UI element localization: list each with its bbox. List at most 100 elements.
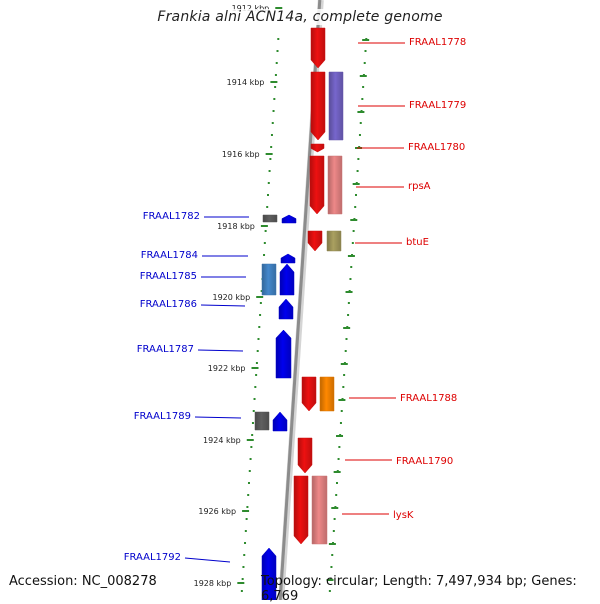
scale-tick-label: 1914 kbp xyxy=(227,78,265,87)
track-dot-right xyxy=(340,410,343,412)
track-dot-left xyxy=(259,302,262,304)
track-dot-right xyxy=(354,194,357,196)
gene-feature-fraal1779-track[interactable] xyxy=(328,71,344,141)
gene-feature-fraal1789-track[interactable] xyxy=(272,411,288,432)
scale-tick-label: 1912 kbp xyxy=(232,4,270,13)
track-dot-left xyxy=(270,146,273,148)
gene-feature-fraal1782[interactable] xyxy=(262,214,278,223)
track-dot-left xyxy=(271,122,274,124)
track-dot-left xyxy=(264,230,267,232)
track-dot-left xyxy=(247,482,250,484)
track-dot-left xyxy=(266,206,269,208)
gene-feature-fraal1778[interactable] xyxy=(310,27,326,69)
gene-feature-rpsa[interactable] xyxy=(309,155,325,215)
track-dot-right xyxy=(358,134,361,136)
gene-label-btue[interactable]: btuE xyxy=(406,237,429,248)
track-dot-left xyxy=(242,566,245,568)
gene-feature-lysk-track[interactable] xyxy=(311,475,328,545)
gene-feature-btue[interactable] xyxy=(307,230,323,252)
gene-feature-fraal1784[interactable] xyxy=(280,253,296,264)
track-dot-right xyxy=(347,302,350,304)
track-dot-right xyxy=(337,458,340,460)
gene-feature-fraal1782-track[interactable] xyxy=(281,214,297,224)
track-dot-left xyxy=(247,494,250,496)
track-dot-right xyxy=(347,314,350,316)
gene-label-fraal1790[interactable]: FRAAL1790 xyxy=(396,456,453,467)
gene-label-leader xyxy=(197,349,244,352)
gene-label-fraal1788[interactable]: FRAAL1788 xyxy=(400,393,457,404)
gene-label-leader xyxy=(184,557,231,563)
gene-feature-fraal1785-track[interactable] xyxy=(279,263,295,296)
track-dot-left xyxy=(270,134,273,136)
track-dot-right xyxy=(361,98,364,100)
track-dot-left xyxy=(272,110,275,112)
gene-label-fraal1792[interactable]: FRAAL1792 xyxy=(124,552,181,563)
gene-feature-fraal1788-track[interactable] xyxy=(319,376,335,412)
scale-ticks: 1912 kbp 1914 kbp 1916 kbp 1918 kbp 1920 kbp… xyxy=(194,4,370,588)
gene-feature-rpsa-track[interactable] xyxy=(327,155,343,215)
track-dot-left xyxy=(253,398,256,400)
gene-label-rpsa[interactable]: rpsA xyxy=(408,181,431,192)
gene-label-fraal1785[interactable]: FRAAL1785 xyxy=(140,271,197,282)
gene-feature-fraal1789[interactable] xyxy=(254,411,270,431)
track-dot-right xyxy=(332,530,335,532)
gene-label-fraal1789[interactable]: FRAAL1789 xyxy=(134,411,191,422)
gene-feature-fraal1779[interactable] xyxy=(310,71,326,141)
gene-label-fraal1782[interactable]: FRAAL1782 xyxy=(143,211,200,222)
gene-feature-fraal1790[interactable] xyxy=(297,437,313,474)
track-dot-left xyxy=(269,158,272,160)
track-dot-left xyxy=(274,86,277,88)
map-title: Frankia alni ACN14a, complete genome xyxy=(0,9,600,25)
track-dot-right xyxy=(335,494,338,496)
scale-tick-label: 1920 kbp xyxy=(212,293,250,302)
track-dot-right xyxy=(343,374,346,376)
track-dot-left xyxy=(241,578,244,580)
track-dot-right xyxy=(352,230,355,232)
track-dot-left xyxy=(273,98,276,100)
track-dot-left xyxy=(266,194,269,196)
gene-label-leader xyxy=(194,416,242,419)
scale-tick-label: 1928 kbp xyxy=(194,579,232,588)
track-dot-right xyxy=(362,86,365,88)
track-dot-left xyxy=(248,470,251,472)
gene-label-fraal1778[interactable]: FRAAL1778 xyxy=(409,37,466,48)
gene-feature-fraal1786[interactable] xyxy=(278,298,294,320)
gene-feature-fraal1785[interactable] xyxy=(261,263,277,296)
track-dot-right xyxy=(331,554,334,556)
track-dot-left xyxy=(260,290,263,292)
track-dot-left xyxy=(243,554,246,556)
gene-label-fraal1784[interactable]: FRAAL1784 xyxy=(141,250,198,261)
gene-feature-fraal1788[interactable] xyxy=(301,376,317,412)
gene-feature-fraal1780[interactable] xyxy=(310,143,325,153)
gene-label-leader xyxy=(200,304,246,307)
track-dot-right xyxy=(364,50,367,52)
track-dot-left xyxy=(256,350,259,352)
track-dot-left xyxy=(250,446,253,448)
gene-label-lysk[interactable]: lysK xyxy=(393,510,414,521)
gene-feature-btue-track[interactable] xyxy=(326,230,342,252)
track-dot-right xyxy=(330,566,333,568)
gene-label-fraal1786[interactable]: FRAAL1786 xyxy=(140,299,197,310)
gene-label-fraal1779[interactable]: FRAAL1779 xyxy=(409,100,466,111)
accession-text: Accession: NC_008278 xyxy=(9,574,157,589)
gene-feature-lysk[interactable] xyxy=(293,475,309,545)
gene-label-fraal1787[interactable]: FRAAL1787 xyxy=(137,344,194,355)
track-dot-left xyxy=(263,254,266,256)
track-dot-right xyxy=(333,518,336,520)
track-dot-left xyxy=(255,374,258,376)
track-dot-right xyxy=(349,278,352,280)
scale-tick-label: 1924 kbp xyxy=(203,436,241,445)
track-dot-left xyxy=(252,410,255,412)
gene-label-fraal1780[interactable]: FRAAL1780 xyxy=(408,142,465,153)
track-dot-left xyxy=(275,62,278,64)
track-dot-left xyxy=(255,362,258,364)
scale-tick-label: 1918 kbp xyxy=(217,222,255,231)
track-dot-right xyxy=(342,386,345,388)
track-dot-right xyxy=(354,206,357,208)
track-dot-left xyxy=(277,38,280,40)
track-dot-left xyxy=(268,170,271,172)
gene-feature-fraal1787[interactable] xyxy=(275,329,292,379)
track-dot-right xyxy=(357,158,360,160)
track-dot-left xyxy=(258,326,261,328)
